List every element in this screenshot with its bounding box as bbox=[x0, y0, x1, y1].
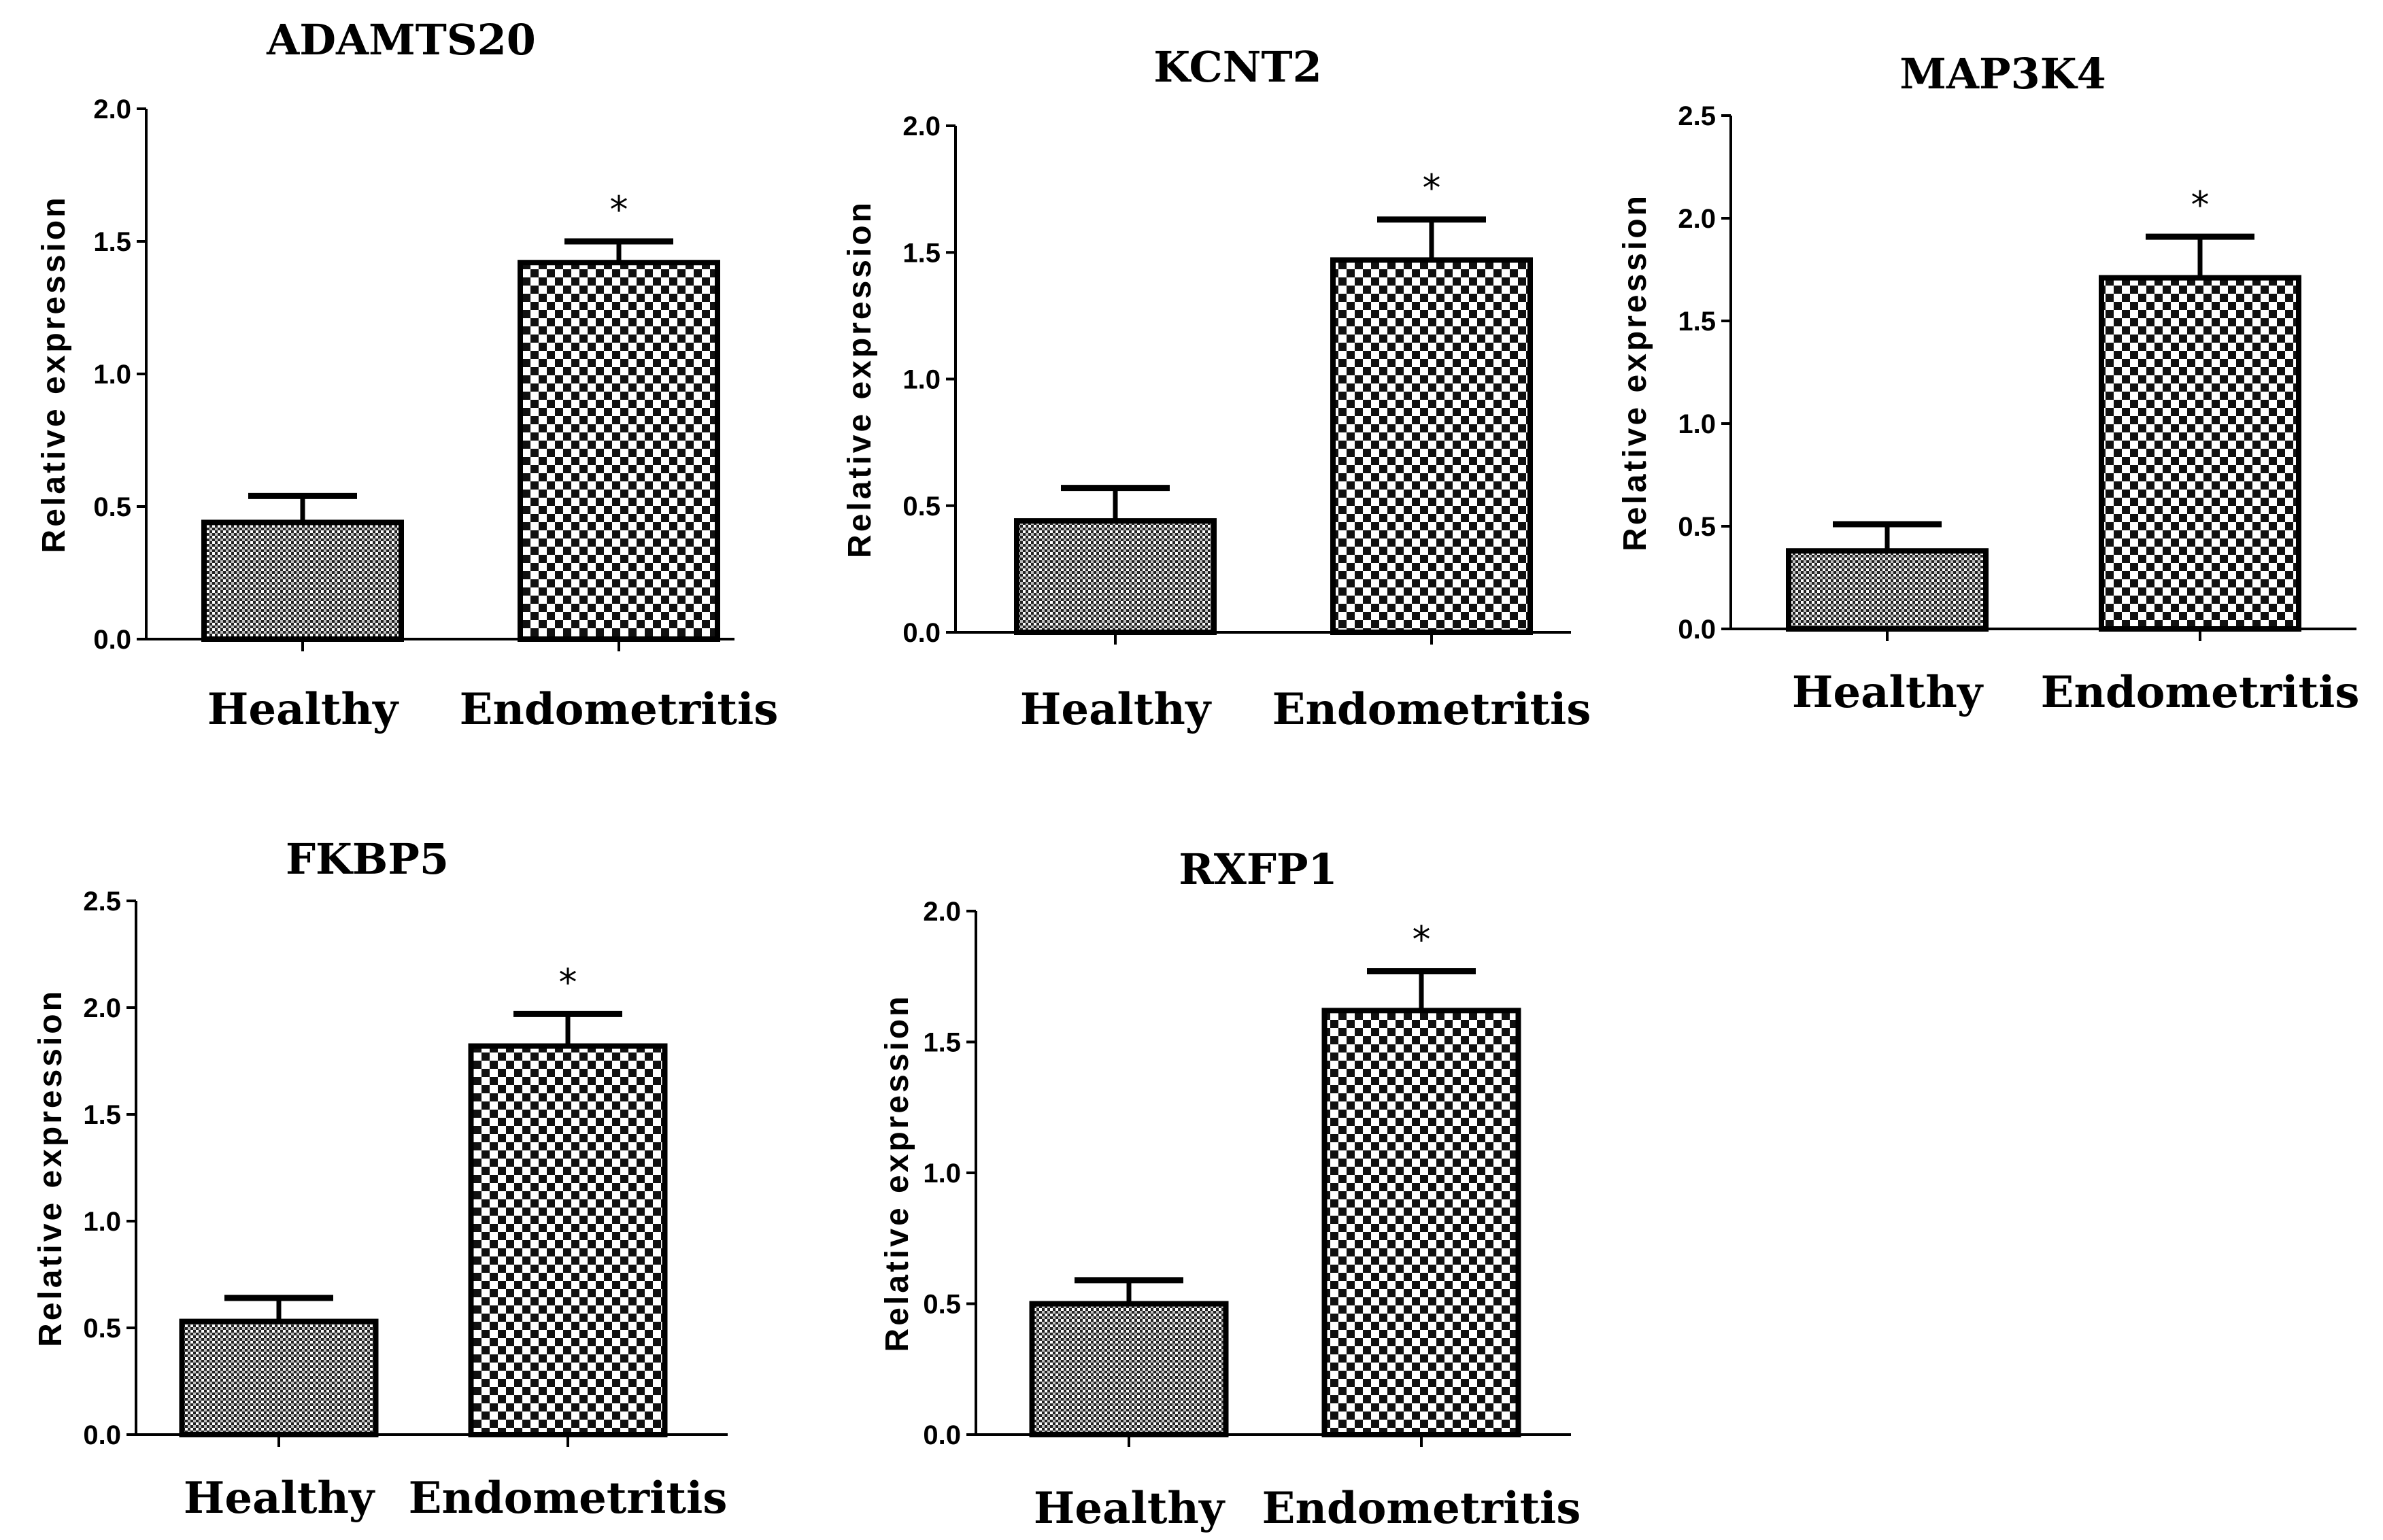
y-tick-label: 2.0 bbox=[93, 95, 131, 124]
y-axis-label: Relative expression bbox=[33, 989, 69, 1347]
bar-endometritis bbox=[1321, 1008, 1521, 1438]
chart-title: FKBP5 bbox=[286, 834, 449, 884]
significance-marker: * bbox=[1423, 167, 1441, 209]
bar-healthy bbox=[1014, 518, 1217, 635]
y-tick-label: 2.0 bbox=[902, 112, 941, 141]
bar-healthy bbox=[201, 519, 404, 643]
chart-title: KCNT2 bbox=[1153, 42, 1322, 92]
y-tick-label: 0.0 bbox=[923, 1420, 961, 1450]
category-label-healthy: Healthy bbox=[207, 684, 399, 735]
y-tick-label: 1.5 bbox=[93, 227, 131, 257]
y-tick-label: 0.5 bbox=[1678, 512, 1716, 542]
y-tick-label: 1.0 bbox=[1678, 409, 1716, 439]
y-tick-label: 1.5 bbox=[83, 1100, 121, 1130]
chart-title: MAP3K4 bbox=[1899, 49, 2106, 99]
bar-endometritis bbox=[518, 260, 720, 642]
y-axis-label: Relative expression bbox=[879, 994, 915, 1352]
significance-marker: * bbox=[2191, 184, 2210, 226]
significance-marker: * bbox=[559, 961, 577, 1004]
y-tick-label: 0.5 bbox=[83, 1314, 121, 1344]
bar-healthy bbox=[1029, 1301, 1229, 1437]
y-tick-label: 2.0 bbox=[923, 897, 961, 927]
y-tick-label: 2.0 bbox=[83, 993, 121, 1023]
y-tick-label: 1.5 bbox=[902, 238, 941, 268]
y-tick-label: 1.0 bbox=[83, 1207, 121, 1237]
chart-panel-map3k4: MAP3K4 Relative expression Healthy * Endomet… bbox=[1617, 49, 2359, 718]
category-label-endometritis: Endometritis bbox=[1272, 684, 1591, 735]
y-axis-label: Relative expression bbox=[842, 200, 878, 558]
category-label-healthy: Healthy bbox=[1792, 667, 1984, 718]
y-tick-label: 0.5 bbox=[923, 1290, 961, 1320]
significance-marker: * bbox=[1413, 919, 1431, 961]
y-tick-label: 2.5 bbox=[1678, 101, 1716, 131]
bar-healthy bbox=[1786, 548, 1989, 632]
y-tick-label: 1.5 bbox=[1678, 307, 1716, 337]
bar-endometritis bbox=[468, 1043, 668, 1437]
chart-panel-adamts20: ADAMTS20 Relative expression Healthy * Endom… bbox=[36, 15, 778, 735]
y-tick-label: 0.0 bbox=[1678, 615, 1716, 645]
y-tick-label: 2.0 bbox=[1678, 204, 1716, 234]
chart-panel-fkbp5: FKBP5 Relative expression Healthy * Endometr… bbox=[33, 834, 728, 1524]
y-axis-label: Relative expression bbox=[1617, 193, 1653, 551]
chart-title: ADAMTS20 bbox=[266, 15, 536, 65]
y-tick-label: 0.5 bbox=[902, 492, 941, 521]
category-label-endometritis: Endometritis bbox=[2041, 667, 2360, 718]
bar-healthy bbox=[179, 1318, 379, 1437]
y-tick-label: 0.0 bbox=[902, 618, 941, 648]
y-tick-label: 1.5 bbox=[923, 1028, 961, 1058]
y-tick-label: 1.0 bbox=[923, 1159, 961, 1188]
bar-endometritis bbox=[1330, 257, 1533, 635]
significance-marker: * bbox=[610, 188, 628, 231]
category-label-endometritis: Endometritis bbox=[460, 684, 779, 735]
chart-title: RXFP1 bbox=[1179, 844, 1337, 894]
y-tick-label: 0.0 bbox=[83, 1420, 121, 1450]
category-label-endometritis: Endometritis bbox=[409, 1473, 728, 1524]
y-tick-label: 1.0 bbox=[93, 360, 131, 390]
category-label-healthy: Healthy bbox=[1034, 1483, 1226, 1534]
category-label-endometritis: Endometritis bbox=[1262, 1483, 1581, 1534]
y-tick-label: 1.0 bbox=[902, 365, 941, 395]
bar-endometritis bbox=[2099, 275, 2301, 632]
y-tick-label: 2.5 bbox=[83, 887, 121, 917]
category-label-healthy: Healthy bbox=[1020, 684, 1212, 735]
y-axis-label: Relative expression bbox=[36, 195, 72, 553]
chart-panel-kcnt2: KCNT2 Relative expression Healthy * Endometr… bbox=[842, 42, 1591, 735]
category-label-healthy: Healthy bbox=[184, 1473, 375, 1524]
y-tick-label: 0.0 bbox=[93, 625, 131, 655]
chart-panel-rxfp1: RXFP1 Relative expression Healthy * Endometr… bbox=[879, 844, 1581, 1534]
y-tick-label: 0.5 bbox=[93, 492, 131, 522]
